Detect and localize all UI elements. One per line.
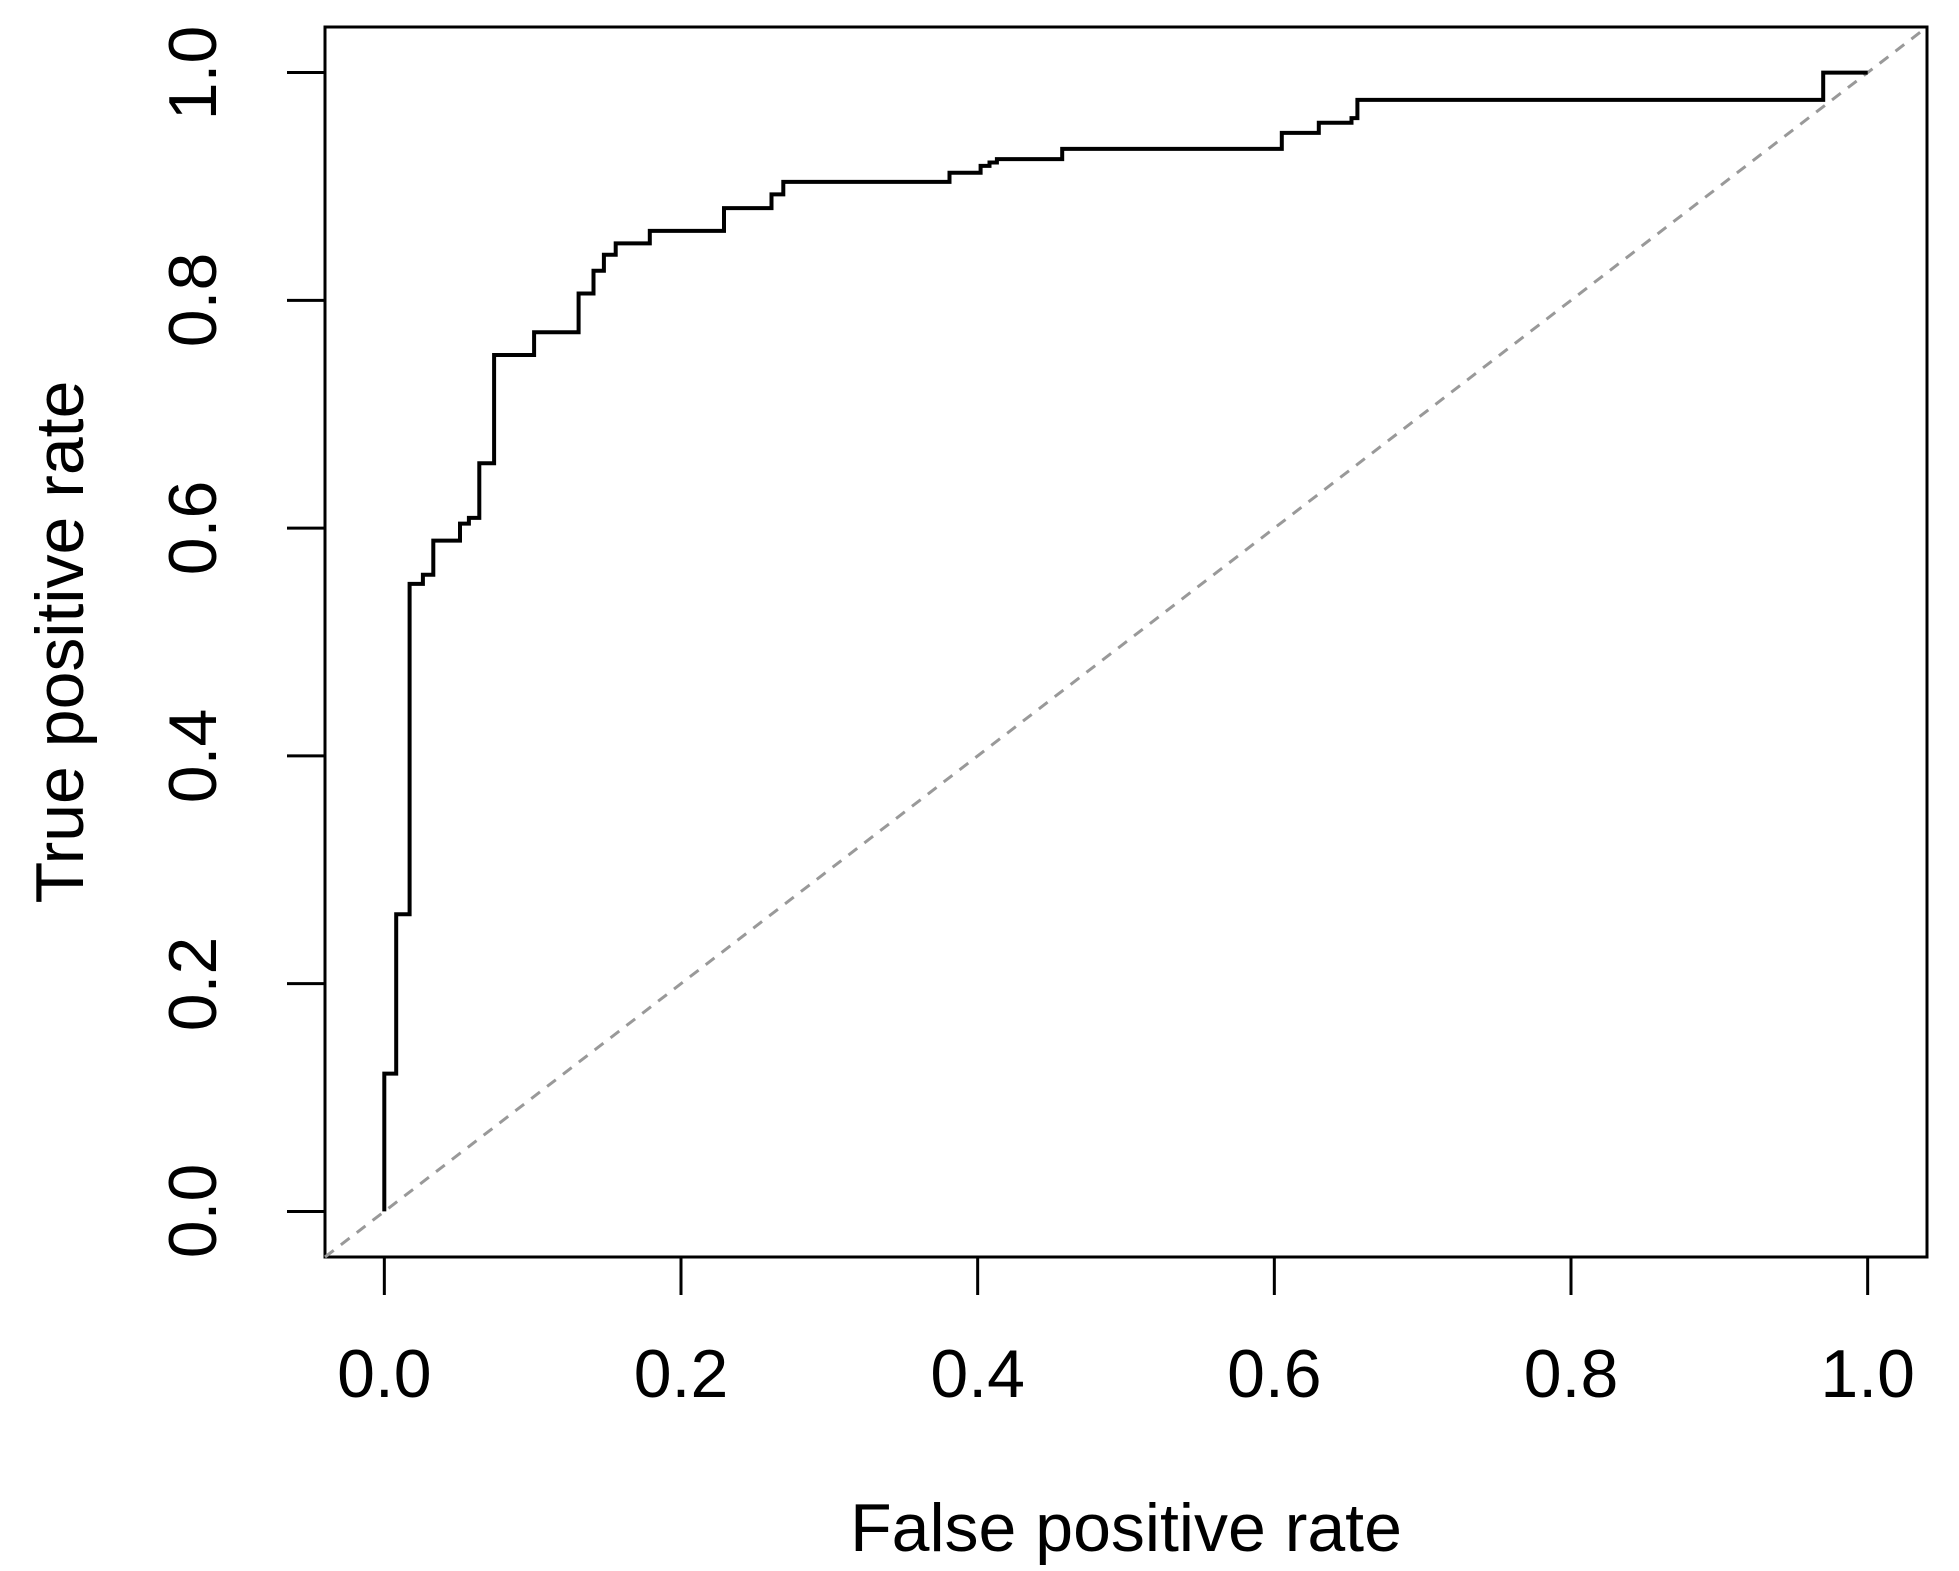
plot-border: [323, 25, 1929, 1259]
y-tick-label: 0.0: [155, 1164, 231, 1259]
x-tick-label: 0.6: [1227, 1336, 1322, 1412]
y-tick-label: 0.6: [155, 480, 231, 576]
y-tick-label: 1.0: [155, 25, 231, 120]
y-axis-title: True positive rate: [22, 380, 98, 904]
y-tick-label: 0.4: [155, 708, 231, 804]
x-tick-label: 0.4: [930, 1336, 1025, 1412]
chance-diagonal-line: [324, 25, 1928, 1259]
x-tick-label: 0.8: [1523, 1336, 1619, 1412]
x-tick-label: 0.2: [633, 1336, 729, 1412]
x-tick-label: 1.0: [1820, 1336, 1915, 1412]
y-tick-label: 0.8: [155, 253, 231, 348]
x-tick-label: 0.0: [337, 1336, 432, 1412]
y-tick-label: 0.2: [155, 936, 231, 1031]
x-axis-title: False positive rate: [850, 1490, 1402, 1566]
roc-curve-line: [382, 70, 1868, 1212]
